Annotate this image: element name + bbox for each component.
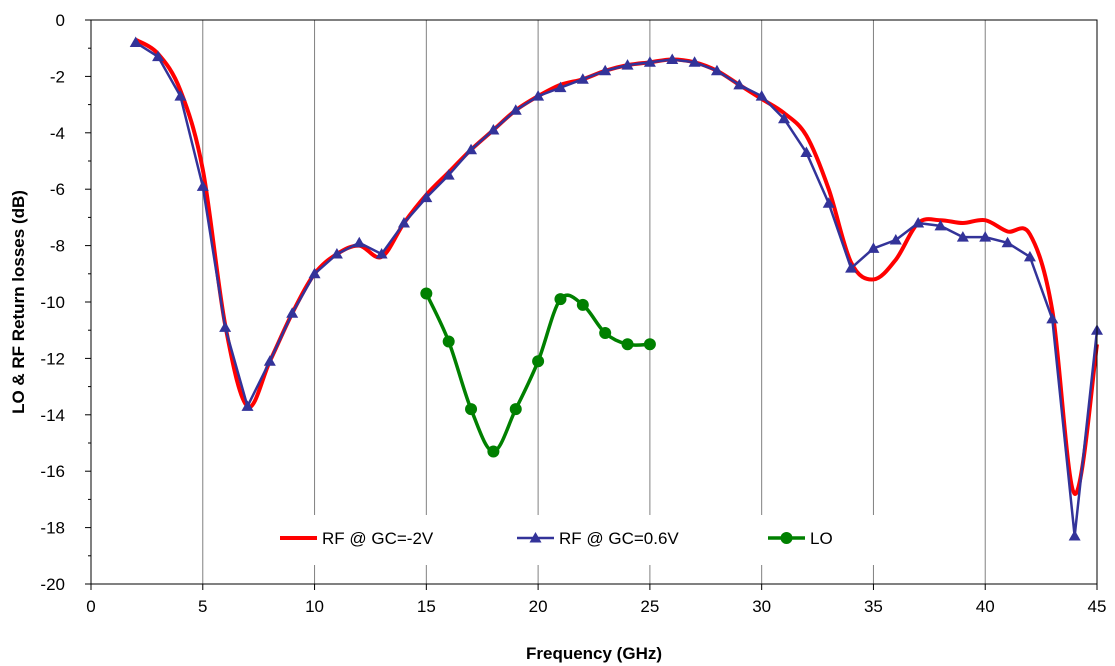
- x-tick-label: 30: [752, 597, 771, 616]
- y-tick-label: -12: [40, 349, 65, 368]
- x-tick-label: 10: [305, 597, 324, 616]
- y-tick-label: -8: [50, 237, 65, 256]
- series-3-point: [420, 288, 432, 300]
- legend-label-1: RF @ GC=-2V: [322, 529, 434, 548]
- legend-marker-3: [781, 532, 793, 544]
- x-tick-label: 5: [198, 597, 207, 616]
- y-tick-label: 0: [56, 11, 65, 30]
- y-axis-title: LO & RF Return losses (dB): [9, 190, 28, 414]
- x-tick-label: 45: [1088, 597, 1107, 616]
- legend-label-2: RF @ GC=0.6V: [559, 529, 679, 548]
- legend: RF @ GC=-2V RF @ GC=0.6V LO: [248, 515, 898, 565]
- y-tick-label: -2: [50, 67, 65, 86]
- x-tick-label: 15: [417, 597, 436, 616]
- y-tick-label: -14: [40, 406, 65, 425]
- x-axis-title: Frequency (GHz): [526, 644, 662, 663]
- y-tick-label: -18: [40, 519, 65, 538]
- y-tick-label: -6: [50, 180, 65, 199]
- legend-label-3: LO: [810, 529, 833, 548]
- series-3-point: [554, 293, 566, 305]
- y-tick-label: -10: [40, 293, 65, 312]
- x-tick-label: 0: [86, 597, 95, 616]
- series-3-point: [577, 299, 589, 311]
- series-3-point: [532, 355, 544, 367]
- series-3-point: [465, 403, 477, 415]
- series-3-point: [443, 335, 455, 347]
- series-3-point: [487, 445, 499, 457]
- series-3-point: [510, 403, 522, 415]
- x-tick-label: 35: [864, 597, 883, 616]
- plot-background: [91, 20, 1097, 584]
- series-3-point: [644, 338, 656, 350]
- x-tick-label: 40: [976, 597, 995, 616]
- y-tick-label: -4: [50, 124, 65, 143]
- x-tick-label: 20: [529, 597, 548, 616]
- y-tick-label: -16: [40, 462, 65, 481]
- series-3-point: [622, 338, 634, 350]
- series-3-point: [599, 327, 611, 339]
- x-tick-label: 25: [640, 597, 659, 616]
- y-tick-label: -20: [40, 575, 65, 594]
